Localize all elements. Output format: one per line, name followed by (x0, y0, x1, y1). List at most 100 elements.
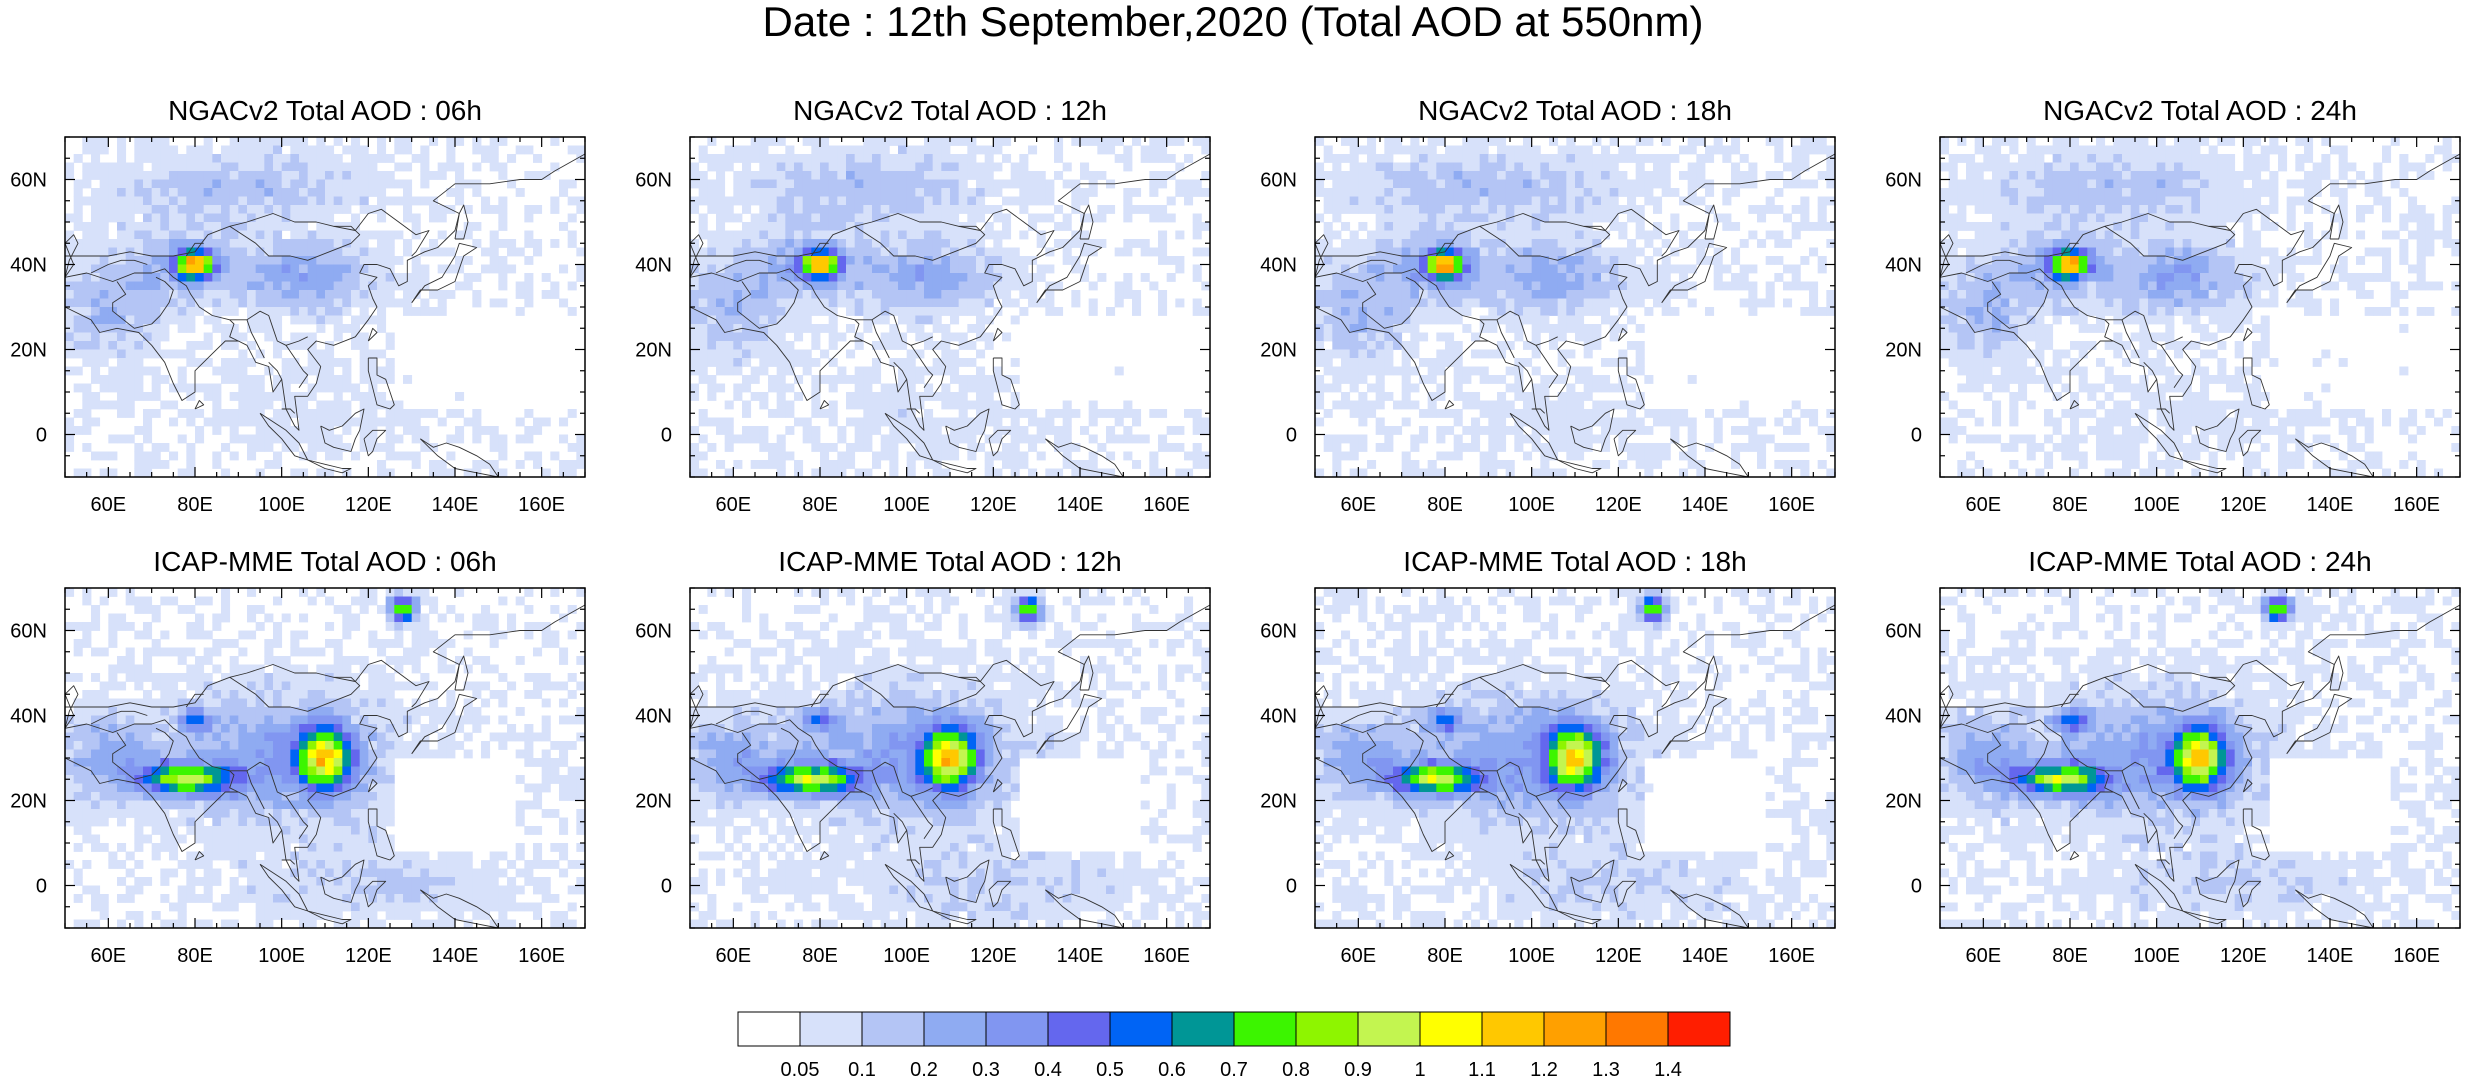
x-tick-label: 60E (91, 945, 127, 967)
y-tick-label: 60N (10, 621, 47, 643)
y-tick-label: 20N (10, 340, 47, 362)
colorbar-label: 0.3 (972, 1059, 1000, 1081)
x-tick-label: 60E (1966, 945, 2002, 967)
y-tick-label: 40N (1260, 255, 1297, 277)
colorbar-label: 0.6 (1158, 1059, 1186, 1081)
x-tick-label: 160E (2393, 945, 2440, 967)
x-tick-label: 100E (258, 494, 305, 516)
colorbar-label: 0.2 (910, 1059, 938, 1081)
x-tick-label: 80E (1427, 494, 1463, 516)
panel-title: NGACv2 Total AOD : 18h (1235, 95, 1915, 127)
colorbar-label: 0.7 (1220, 1059, 1248, 1081)
x-tick-label: 140E (432, 494, 479, 516)
x-tick-label: 100E (1508, 494, 1555, 516)
x-tick-label: 60E (716, 945, 752, 967)
panel-title: ICAP-MME Total AOD : 24h (1860, 546, 2466, 578)
colorbar-swatch (1110, 1012, 1172, 1046)
colorbar-swatch (924, 1012, 986, 1046)
colorbar-label: 0.05 (781, 1059, 820, 1081)
x-tick-label: 100E (883, 494, 930, 516)
panel-title: ICAP-MME Total AOD : 12h (610, 546, 1290, 578)
colorbar-label: 0.5 (1096, 1059, 1124, 1081)
aod-field (65, 588, 585, 928)
y-tick-label: 0 (1286, 876, 1297, 898)
colorbar-swatch (986, 1012, 1048, 1046)
colorbar-swatch (862, 1012, 924, 1046)
colorbar-label: 1.2 (1530, 1059, 1558, 1081)
y-tick-label: 20N (1260, 340, 1297, 362)
colorbar-label: 1.4 (1654, 1059, 1682, 1081)
aod-field (1940, 588, 2460, 928)
colorbar-swatch (1048, 1012, 1110, 1046)
colorbar-label: 1.1 (1468, 1059, 1496, 1081)
panel-title: NGACv2 Total AOD : 24h (1860, 95, 2466, 127)
x-tick-label: 140E (2307, 494, 2354, 516)
colorbar-swatch (800, 1012, 862, 1046)
colorbar-swatch (1606, 1012, 1668, 1046)
y-tick-label: 20N (10, 791, 47, 813)
colorbar-swatch (1234, 1012, 1296, 1046)
y-tick-label: 20N (1260, 791, 1297, 813)
x-tick-label: 100E (1508, 945, 1555, 967)
x-tick-label: 80E (2052, 494, 2088, 516)
x-tick-label: 120E (2220, 945, 2267, 967)
colorbar-swatch (1668, 1012, 1730, 1046)
colorbar-swatch (1420, 1012, 1482, 1046)
colorbar-swatch (1358, 1012, 1420, 1046)
y-tick-label: 60N (635, 621, 672, 643)
y-tick-label: 40N (1885, 255, 1922, 277)
x-tick-label: 60E (1341, 494, 1377, 516)
x-tick-label: 120E (1595, 494, 1642, 516)
aod-field (690, 137, 1210, 477)
y-tick-label: 60N (1260, 621, 1297, 643)
colorbar-label: 0.8 (1282, 1059, 1310, 1081)
y-tick-label: 40N (10, 255, 47, 277)
y-tick-label: 0 (1911, 425, 1922, 447)
y-tick-label: 0 (1911, 876, 1922, 898)
figure-title: Date : 12th September,2020 (Total AOD at… (0, 0, 2466, 44)
x-tick-label: 120E (2220, 494, 2267, 516)
y-tick-label: 60N (10, 170, 47, 192)
x-tick-label: 60E (1341, 945, 1377, 967)
x-tick-label: 80E (177, 945, 213, 967)
x-tick-label: 80E (802, 945, 838, 967)
y-tick-label: 0 (36, 425, 47, 447)
x-tick-label: 140E (432, 945, 479, 967)
y-tick-label: 20N (635, 791, 672, 813)
x-tick-label: 140E (1057, 494, 1104, 516)
x-tick-label: 160E (1768, 494, 1815, 516)
x-tick-label: 160E (2393, 494, 2440, 516)
y-tick-label: 60N (1260, 170, 1297, 192)
x-tick-label: 100E (2133, 945, 2180, 967)
colorbar-label: 0.4 (1034, 1059, 1062, 1081)
x-tick-label: 100E (883, 945, 930, 967)
colorbar-label: 1 (1414, 1059, 1425, 1081)
x-tick-label: 140E (1682, 945, 1729, 967)
x-tick-label: 60E (1966, 494, 2002, 516)
y-tick-label: 40N (1260, 706, 1297, 728)
panel-title: NGACv2 Total AOD : 06h (0, 95, 665, 127)
colorbar-label: 0.1 (848, 1059, 876, 1081)
aod-field (1315, 137, 1835, 477)
x-tick-label: 60E (716, 494, 752, 516)
colorbar-swatch (1296, 1012, 1358, 1046)
colorbar-swatch (1544, 1012, 1606, 1046)
y-tick-label: 20N (1885, 791, 1922, 813)
y-tick-label: 40N (10, 706, 47, 728)
y-tick-label: 40N (635, 706, 672, 728)
colorbar-swatch (1172, 1012, 1234, 1046)
x-tick-label: 140E (2307, 945, 2354, 967)
colorbar-label: 1.3 (1592, 1059, 1620, 1081)
aod-field (690, 588, 1210, 928)
